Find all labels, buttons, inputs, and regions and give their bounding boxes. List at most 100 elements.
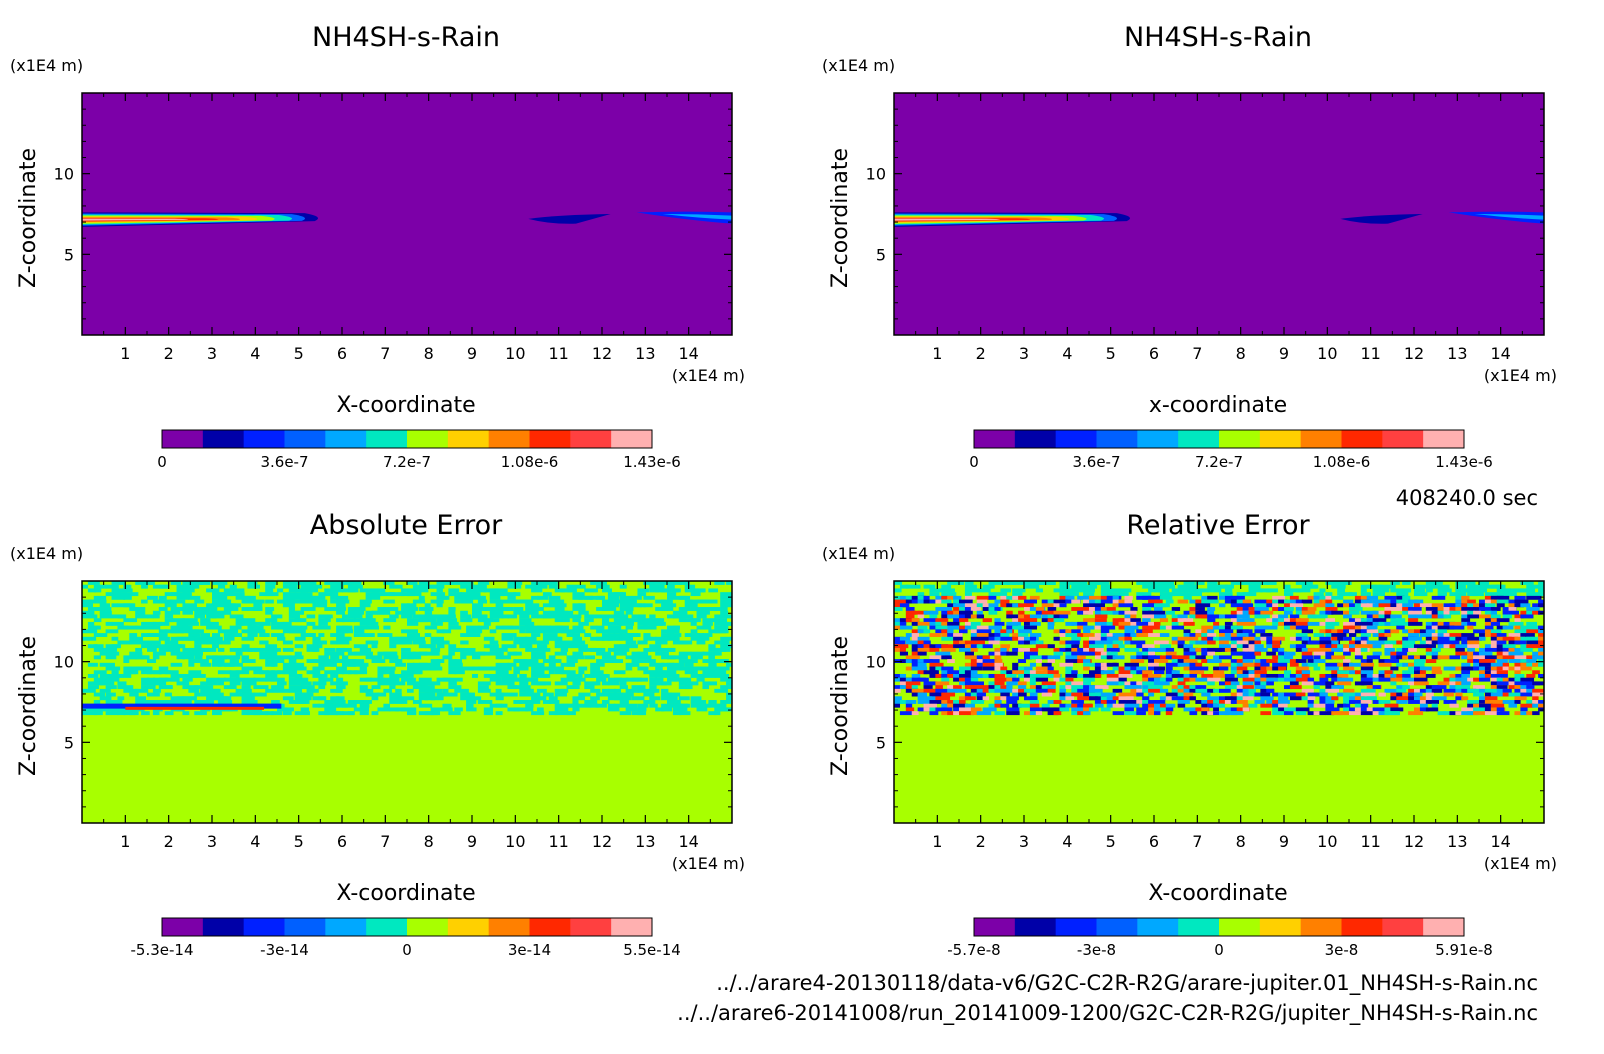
field-cell xyxy=(271,670,281,675)
field-cell xyxy=(223,677,232,682)
field-cell xyxy=(206,603,214,608)
field-cell xyxy=(1526,655,1536,660)
field-cell xyxy=(1372,677,1382,682)
field-cell xyxy=(87,673,99,678)
field-cell xyxy=(1289,595,1299,600)
field-cell xyxy=(1490,633,1501,637)
field-cell xyxy=(1360,659,1372,664)
field-cell xyxy=(929,696,936,701)
field-cell xyxy=(1219,592,1233,597)
field-cell xyxy=(282,592,297,597)
field-cell xyxy=(448,625,462,630)
colorbar-segment xyxy=(1096,918,1138,936)
field-cell xyxy=(1337,603,1344,608)
field-cell xyxy=(649,673,657,678)
field-cell xyxy=(111,603,118,608)
field-cell xyxy=(1289,599,1300,604)
field-cell xyxy=(1189,614,1197,619)
field-cell xyxy=(1159,633,1170,637)
field-cell xyxy=(1319,696,1330,701)
field-cell xyxy=(655,621,666,626)
field-cell xyxy=(182,610,193,615)
field-cell xyxy=(649,581,662,585)
field-cell xyxy=(1136,621,1150,626)
field-cell xyxy=(430,707,444,712)
field-cell xyxy=(525,636,537,641)
field-cell xyxy=(495,711,503,716)
field-cell xyxy=(988,584,995,589)
field-cell xyxy=(1461,707,1477,712)
field-cell xyxy=(1449,636,1459,641)
field-cell xyxy=(336,599,350,604)
field-cell xyxy=(1473,677,1480,682)
field-cell xyxy=(430,647,441,652)
field-cell xyxy=(894,618,905,623)
field-cell xyxy=(312,636,321,641)
field-cell xyxy=(1272,636,1285,641)
field-cell xyxy=(1526,700,1535,704)
colorbar-segment xyxy=(1096,430,1138,448)
field-cell xyxy=(206,614,217,619)
field-cell xyxy=(917,677,929,682)
field-cell xyxy=(1307,703,1317,708)
field-cell xyxy=(1538,647,1544,652)
field-cell xyxy=(1349,592,1357,597)
field-cell xyxy=(1154,659,1169,664)
field-cell xyxy=(1437,614,1448,619)
field-cell xyxy=(318,711,330,716)
field-cell xyxy=(1230,681,1240,686)
field-cell xyxy=(649,703,658,708)
field-cell xyxy=(1094,673,1102,678)
field-cell xyxy=(1414,629,1424,634)
field-cell xyxy=(472,588,487,593)
field-cell xyxy=(1378,692,1386,697)
field-cell xyxy=(911,659,923,664)
field-cell xyxy=(117,681,127,686)
field-cell xyxy=(1343,707,1355,712)
field-cell xyxy=(1443,621,1456,626)
field-cell xyxy=(619,603,634,608)
field-cell xyxy=(1159,592,1169,597)
field-cell xyxy=(1354,603,1362,608)
field-cell xyxy=(1289,662,1299,667)
field-cell xyxy=(929,621,941,626)
field-cell xyxy=(117,614,127,619)
colorbar-label: 1.08e-6 xyxy=(501,453,559,471)
field-cell xyxy=(619,636,634,641)
field-cell xyxy=(99,673,106,678)
field-cell xyxy=(531,603,540,608)
field-cell xyxy=(454,707,463,712)
field-cell xyxy=(1236,618,1252,623)
field-cell xyxy=(306,599,317,604)
field-cell xyxy=(1484,647,1499,652)
field-cell xyxy=(548,595,561,600)
field-cell xyxy=(1272,655,1283,660)
field-cell xyxy=(643,633,651,637)
field-cell xyxy=(501,692,508,697)
field-cell xyxy=(1006,677,1016,682)
field-cell xyxy=(994,599,1006,604)
field-cell xyxy=(241,696,255,701)
x-tick-label: 10 xyxy=(1317,832,1337,851)
field-cell xyxy=(1325,633,1335,637)
field-cell xyxy=(477,651,485,656)
field-cell xyxy=(353,614,363,619)
field-cell xyxy=(1307,595,1318,600)
field-cell xyxy=(342,647,352,652)
field-cell xyxy=(1378,614,1389,619)
field-cell xyxy=(1089,588,1095,593)
field-cell xyxy=(637,688,646,693)
field-cell xyxy=(1360,681,1373,686)
field-cell xyxy=(678,666,692,671)
field-cell xyxy=(708,644,716,649)
field-cell xyxy=(607,647,616,652)
field-cell xyxy=(336,685,346,690)
field-cell xyxy=(389,644,397,649)
field-cell xyxy=(1254,599,1262,604)
field-cell xyxy=(1502,588,1511,593)
field-cell xyxy=(294,610,304,615)
field-cell xyxy=(182,588,195,593)
field-cell xyxy=(1053,599,1068,604)
field-cell xyxy=(1165,625,1176,630)
field-cell xyxy=(1343,629,1354,634)
